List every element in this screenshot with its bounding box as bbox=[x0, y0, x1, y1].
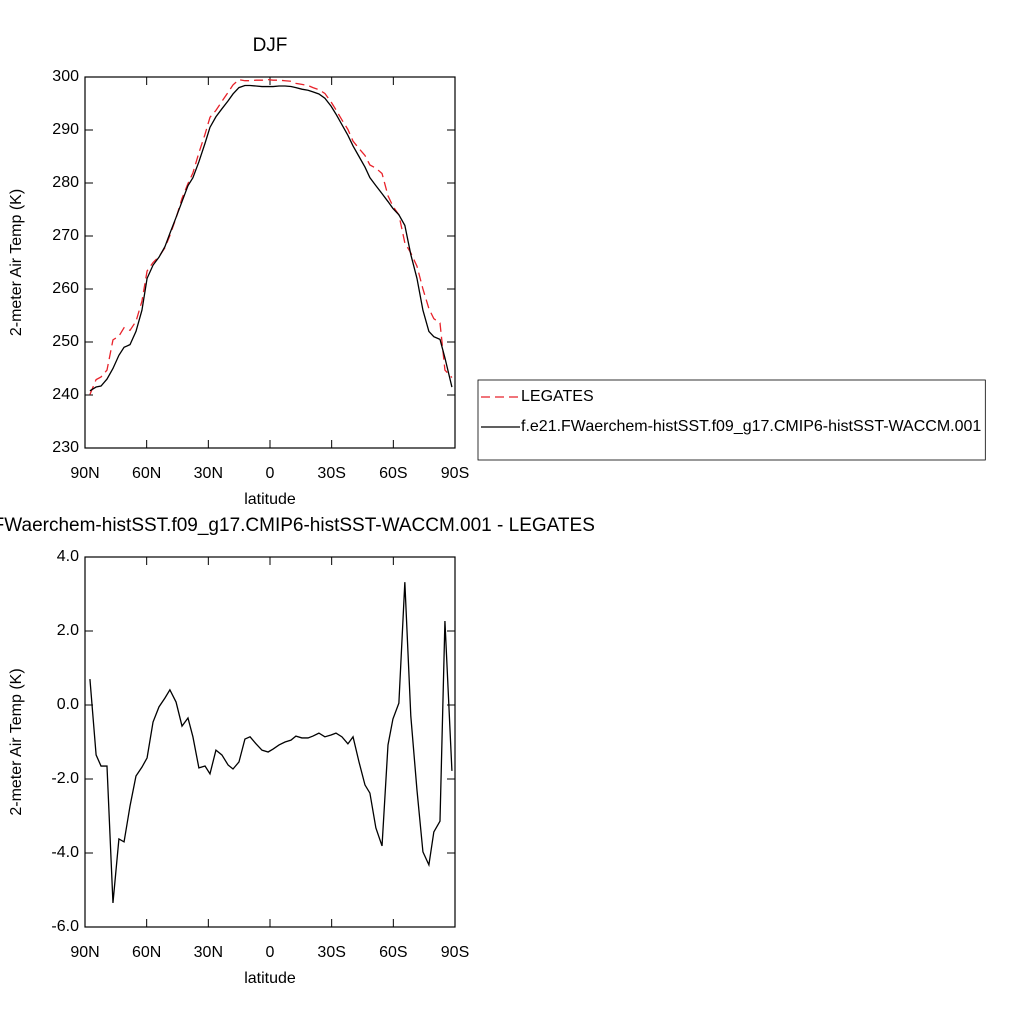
data-line bbox=[89, 78, 453, 395]
y-tick-label: -2.0 bbox=[51, 770, 79, 787]
x-tick-label: 60N bbox=[132, 465, 161, 482]
x-tick-label: 90N bbox=[70, 944, 99, 961]
chart-title: DJF bbox=[253, 35, 288, 56]
y-axis-label: 2-meter Air Temp (K) bbox=[8, 668, 25, 815]
y-tick-label: 280 bbox=[52, 174, 79, 191]
legend-frame bbox=[477, 379, 986, 461]
legend: LEGATES f.e21.FWaerchem-histSST.f09_g17.C… bbox=[477, 379, 986, 461]
y-tick-label: -4.0 bbox=[51, 844, 79, 861]
legend-label: LEGATES bbox=[521, 388, 594, 405]
x-tick-label: 30N bbox=[194, 944, 223, 961]
x-tick-label: 60N bbox=[132, 944, 161, 961]
y-tick-label: 230 bbox=[52, 439, 79, 456]
x-tick-label: 30S bbox=[317, 944, 345, 961]
x-tick-label: 0 bbox=[266, 944, 275, 961]
data-line bbox=[89, 582, 453, 904]
legend-label: f.e21.FWaerchem-histSST.f09_g17.CMIP6-hi… bbox=[521, 418, 981, 435]
y-axis-label: 2-meter Air Temp (K) bbox=[8, 189, 25, 336]
x-tick-label: 90S bbox=[441, 944, 469, 961]
x-axis-label: latitude bbox=[244, 970, 296, 987]
y-tick-label: 290 bbox=[52, 121, 79, 138]
data-line bbox=[89, 84, 453, 392]
y-tick-label: 4.0 bbox=[57, 548, 79, 565]
x-tick-label: 0 bbox=[266, 465, 275, 482]
chart-title: f.e21.FWaerchem-histSST.f09_g17.CMIP6-hi… bbox=[0, 515, 595, 536]
y-tick-label: 260 bbox=[52, 280, 79, 297]
y-tick-label: 0.0 bbox=[57, 696, 79, 713]
x-tick-label: 30S bbox=[317, 465, 345, 482]
y-tick-label: 2.0 bbox=[57, 622, 79, 639]
plot-frame bbox=[84, 556, 456, 928]
y-tick-label: -6.0 bbox=[51, 918, 79, 935]
x-axis-label: latitude bbox=[244, 491, 296, 508]
x-tick-label: 60S bbox=[379, 465, 407, 482]
x-tick-label: 90S bbox=[441, 465, 469, 482]
y-tick-label: 250 bbox=[52, 333, 79, 350]
y-tick-label: 240 bbox=[52, 386, 79, 403]
x-tick-label: 90N bbox=[70, 465, 99, 482]
plot-frame bbox=[84, 76, 456, 449]
y-tick-label: 300 bbox=[52, 68, 79, 85]
x-tick-label: 60S bbox=[379, 944, 407, 961]
x-tick-label: 30N bbox=[194, 465, 223, 482]
y-tick-label: 270 bbox=[52, 227, 79, 244]
